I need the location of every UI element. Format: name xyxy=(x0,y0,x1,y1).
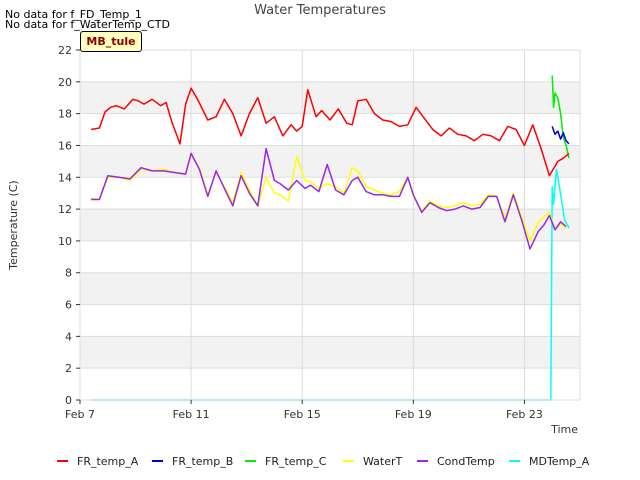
background-band xyxy=(80,113,580,146)
legend-label: FR_temp_C xyxy=(265,455,327,468)
series-line-fr-temp-b xyxy=(551,126,570,145)
x-tick-label: Feb 23 xyxy=(506,408,543,421)
x-tick-label: Feb 15 xyxy=(284,408,321,421)
background-band xyxy=(80,81,580,114)
y-axis-label: Temperature (C) xyxy=(7,180,20,270)
plot-background-bands xyxy=(80,50,580,400)
y-tick-label: 0 xyxy=(65,394,72,407)
series-line-fr-temp-c xyxy=(551,75,570,159)
series-line-condtemp xyxy=(91,147,567,250)
legend-label: FR_temp_B xyxy=(172,455,233,468)
y-tick-label: 12 xyxy=(58,203,72,216)
y-tick-label: 8 xyxy=(65,267,72,280)
legend: FR_temp_A FR_temp_B FR_temp_C WaterT CondTem… xyxy=(57,455,590,468)
y-tick-label: 6 xyxy=(65,299,72,312)
no-data-note-2: No data for f_WaterTemp_CTD xyxy=(5,18,170,31)
y-tick-label: 2 xyxy=(65,362,72,375)
plot-frame xyxy=(79,49,581,401)
x-tick-label: Feb 11 xyxy=(173,408,210,421)
series-lines xyxy=(90,75,570,401)
legend-label: MDTemp_A xyxy=(529,455,590,468)
background-band xyxy=(80,240,580,273)
series-line-mdtemp-a xyxy=(91,168,570,401)
x-axis-label: Time xyxy=(550,423,578,436)
legend-label: WaterT xyxy=(363,455,403,468)
y-axis-ticks: 0 2 4 6 8 10 12 14 16 18 20 22 xyxy=(58,44,80,407)
chart-title: Water Temperatures xyxy=(254,3,386,18)
y-tick-label: 16 xyxy=(58,139,72,152)
y-tick-label: 10 xyxy=(58,235,72,248)
background-band xyxy=(80,272,580,305)
site-badge: MB_tule xyxy=(80,31,142,52)
y-tick-label: 20 xyxy=(58,76,72,89)
x-tick-label: Feb 7 xyxy=(65,408,95,421)
y-tick-label: 4 xyxy=(65,330,72,343)
y-tick-label: 14 xyxy=(58,171,72,184)
background-band xyxy=(80,336,580,369)
background-band xyxy=(80,177,580,210)
x-tick-label: Feb 19 xyxy=(395,408,432,421)
y-tick-label: 22 xyxy=(58,44,72,57)
y-tick-label: 18 xyxy=(58,108,72,121)
background-band xyxy=(80,304,580,337)
series-line-fr-temp-a xyxy=(90,87,570,177)
background-band xyxy=(80,209,580,241)
no-data-note-1: No data for f_FD_Temp_1 xyxy=(5,8,142,21)
grid-lines xyxy=(79,49,580,401)
legend-label: CondTemp xyxy=(437,455,495,468)
legend-label: FR_temp_A xyxy=(77,455,139,468)
background-band xyxy=(80,50,580,82)
background-band xyxy=(80,368,580,400)
x-axis-ticks: Feb 7 Feb 11 Feb 15 Feb 19 Feb 23 xyxy=(65,400,543,421)
